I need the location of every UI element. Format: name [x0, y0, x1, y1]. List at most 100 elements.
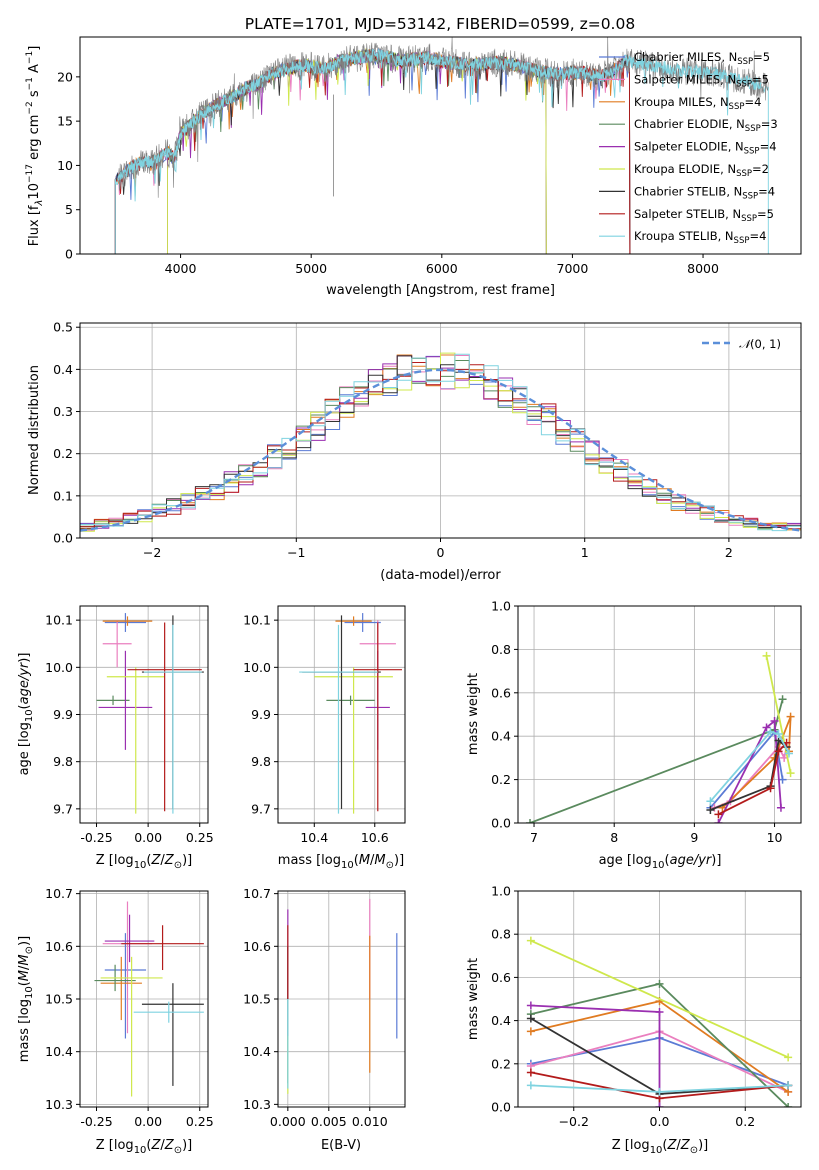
weight-marker [526, 819, 535, 823]
y-tick-label: 9.8 [53, 754, 73, 769]
y-tick-label: 0.1 [53, 488, 73, 503]
legend-label: Kroupa MILES, NSSP=4 [634, 95, 761, 112]
weight-line [717, 742, 788, 816]
axes-frame [517, 605, 802, 824]
y-tick-label: 10.6 [243, 939, 271, 954]
y-tick-label: 10.0 [243, 660, 271, 675]
weight-marker [786, 712, 795, 721]
legend-value: =4 [758, 184, 775, 198]
plot-area [80, 352, 801, 532]
weight-marker [778, 775, 787, 784]
legend-label: Chabrier MILES, NSSP=5 [634, 50, 770, 67]
y-tick-label: 15 [57, 114, 73, 129]
x-tick-label: 0.0 [650, 1114, 670, 1129]
y-tick-label: 9.7 [53, 801, 73, 816]
y-tick-label: 10.3 [45, 1097, 73, 1112]
x-tick-label: 0.000 [270, 1114, 306, 1129]
x-tick-label: 7000 [557, 261, 589, 276]
weight-marker [706, 805, 715, 814]
y-tick-label: 10.1 [45, 613, 73, 628]
y-tick-label: 10.5 [45, 992, 73, 1007]
weight-marker [655, 979, 664, 988]
weight-line [530, 939, 789, 1059]
x-tick-label: 10.6 [361, 830, 389, 845]
y-tick-label: 10.3 [243, 1097, 271, 1112]
legend-label: Salpeter ELODIE, NSSP=4 [634, 140, 777, 157]
model-spectrum-line [167, 48, 547, 254]
weight-marker [655, 1103, 664, 1107]
weight-marker [526, 1027, 535, 1036]
panel-weight-vs-Z: −0.2 0.0 0.2 0.0 0.2 0.4 0.6 0.8 1.0 Z [log10(Z/Z… [466, 884, 802, 1156]
axes-frame [79, 36, 802, 255]
x-tick-label: 7 [530, 830, 538, 845]
x-tick-label: 10.4 [300, 830, 328, 845]
weight-marker [655, 1007, 664, 1016]
y-tick-label: 0.2 [53, 446, 73, 461]
y-tick-label: 9.7 [251, 801, 271, 816]
x-tick-label: 8 [610, 830, 618, 845]
axes-frame [79, 322, 802, 539]
y-tick-label: 20 [57, 69, 73, 84]
plot-area [526, 936, 793, 1107]
weight-marker [526, 1014, 535, 1023]
weight-marker [776, 803, 785, 812]
legend-value: =5 [752, 72, 769, 86]
plot-area [94, 901, 204, 1097]
x-tick-label: 0.00 [134, 1114, 162, 1129]
x-axis-label: Z [log10(Z/Z⊙)] [96, 1138, 193, 1156]
y-axis-label: Flux [fλ10−17 erg cm−2 s−1 A−1] [25, 46, 45, 247]
x-tick-label: 2 [725, 545, 733, 560]
legend-value: =5 [757, 207, 774, 221]
legend-label: Kroupa ELODIE, NSSP=2 [634, 162, 769, 179]
model-spectrum-line [167, 48, 547, 254]
axes-frame [277, 605, 406, 824]
panel-spectrum: 4000 5000 6000 7000 8000 0 5 10 15 20 Chabrier MIL… [25, 36, 802, 298]
panel-residuals: −2 −1 0 1 2 0.0 0.1 0.2 0.3 0.4 0.5 𝒩(0, 1) (data-mo… [27, 320, 802, 583]
panel-age-vs-mass: 10.4 10.6 9.7 9.8 9.9 10.0 10.1 mass [log10(M/M… [243, 605, 406, 871]
x-tick-label: 0.005 [311, 1114, 347, 1129]
legend-subscript: SSP [729, 102, 745, 112]
legend-subscript: SSP [744, 147, 760, 157]
legend-label: Salpeter STELIB, NSSP=5 [634, 207, 774, 224]
x-tick-label: 0.25 [186, 830, 214, 845]
panel-mass-vs-Z: -0.25 0.00 0.25 10.3 10.4 10.5 10.6 10.7 Z [log1… [17, 886, 214, 1156]
y-tick-label: 0.0 [491, 1100, 511, 1115]
x-axis-label: mass [log10(M/M⊙)] [278, 853, 404, 871]
legend-value: =4 [744, 95, 761, 109]
x-tick-label: −2 [143, 545, 161, 560]
x-tick-label: −0.2 [559, 1114, 589, 1129]
y-tick-label: 10.4 [243, 1044, 271, 1059]
x-tick-label: 0.25 [186, 1114, 214, 1129]
panel-age-vs-Z: -0.25 0.00 0.25 9.7 9.8 9.9 10.0 10.1 Z [log10(Z… [17, 605, 214, 871]
figure-title: PLATE=1701, MJD=53142, FIBERID=0599, z=0… [245, 15, 635, 33]
weight-marker [526, 1001, 535, 1010]
panel-mass-vs-EBV: 0.000 0.005 0.010 10.3 10.4 10.5 10.6 10.7 E(B-V… [243, 886, 406, 1153]
y-tick-label: 0.5 [53, 320, 73, 335]
y-tick-label: 5 [65, 202, 73, 217]
legend-subscript: SSP [741, 214, 757, 224]
weight-marker [762, 723, 771, 732]
axes-frame [79, 605, 209, 824]
x-tick-label: 8000 [687, 261, 719, 276]
y-tick-label: 10.7 [45, 886, 73, 901]
y-tick-label: 0.6 [491, 685, 511, 700]
weight-marker [770, 717, 779, 726]
weight-line [709, 730, 790, 802]
y-tick-label: 10.4 [45, 1044, 73, 1059]
x-tick-label: 0.2 [735, 1114, 755, 1129]
x-axis-label: Z [log10(Z/Z⊙)] [96, 853, 193, 871]
panel-weight-vs-age: 7 8 9 10 0.0 0.2 0.4 0.6 0.8 1.0 age [log10(age/yr… [466, 599, 802, 871]
weight-marker [526, 1068, 535, 1077]
legend-subscript: SSP [736, 169, 752, 179]
legend-label: 𝒩(0, 1) [739, 337, 781, 351]
weight-line [710, 738, 788, 811]
y-tick-label: 1.0 [491, 884, 511, 899]
x-tick-label: −1 [287, 545, 305, 560]
weight-marker [784, 1081, 793, 1090]
weight-marker [655, 1087, 664, 1096]
legend-subscript: SSP [745, 124, 761, 134]
weight-marker [778, 695, 787, 704]
x-tick-label: -0.25 [80, 1114, 112, 1129]
axes-frame [517, 890, 802, 1108]
legend-subscript: SSP [736, 79, 752, 89]
